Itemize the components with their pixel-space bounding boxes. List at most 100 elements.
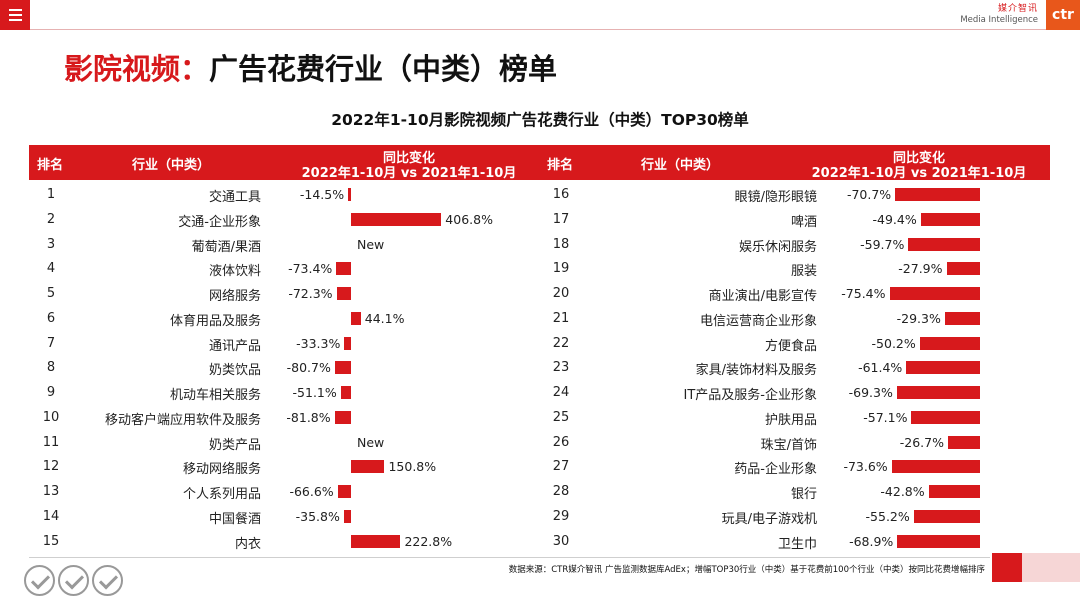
change-bar xyxy=(336,287,351,300)
change-bar xyxy=(947,435,980,449)
table-row: 27 药品-企业形象 -73.6% xyxy=(539,454,1050,479)
header-industry-left: 行业（中类） xyxy=(132,158,211,173)
rank-cell: 5 xyxy=(46,286,56,301)
industry-cell: 方便食品 xyxy=(764,338,817,354)
rank-cell: 15 xyxy=(42,533,60,549)
table-row: 22 方便食品 -50.2% xyxy=(539,331,1050,356)
table-row: 30 卫生巾 -68.9% xyxy=(539,529,1050,554)
table-row: 25 护肤用品 -57.1% xyxy=(539,405,1050,430)
table-row: 23 家具/装饰材料及服务 -61.4% xyxy=(539,355,1050,380)
industry-cell: IT产品及服务-企业形象 xyxy=(683,388,817,403)
change-bar xyxy=(913,509,980,523)
industry-cell: 内衣 xyxy=(234,536,261,552)
industry-cell: 药品-企业形象 xyxy=(734,462,817,478)
change-value: -26.7% xyxy=(899,434,944,450)
change-value: -75.4% xyxy=(841,286,886,301)
industry-cell: 珠宝/首饰 xyxy=(760,437,817,453)
top-divider xyxy=(30,29,1080,30)
industry-cell: 家具/装饰材料及服务 xyxy=(695,363,817,379)
table-row: 16 眼镜/隐形眼镜 -70.7% xyxy=(539,182,1050,207)
change-bar xyxy=(896,386,980,399)
rank-cell: 18 xyxy=(552,236,570,252)
change-value: 406.8% xyxy=(445,211,493,227)
change-bar xyxy=(908,237,980,251)
header-industry-right: 行业（中类） xyxy=(641,158,720,173)
page-title-main: 广告花费行业（中类）榜单 xyxy=(209,52,558,86)
rank-cell: 25 xyxy=(552,409,570,425)
industry-cell: 网络服务 xyxy=(208,289,261,304)
table-title: 2022年1-10月影院视频广告花费行业（中类）TOP30榜单 xyxy=(331,111,749,129)
change-value: -55.2% xyxy=(865,508,910,524)
change-value: -66.6% xyxy=(289,484,334,499)
menu-icon-line xyxy=(8,19,22,21)
industry-cell: 交通-企业形象 xyxy=(178,214,261,230)
change-bar xyxy=(944,311,980,325)
change-bar xyxy=(351,311,361,325)
change-bar xyxy=(351,534,401,548)
table-row: 24 IT产品及服务-企业形象 -69.3% xyxy=(539,380,1050,405)
certification-seals xyxy=(24,565,123,596)
header-change-right-1: 同比变化 xyxy=(892,151,945,166)
menu-icon-line xyxy=(8,14,22,16)
change-bar xyxy=(920,212,980,226)
change-value: -33.3% xyxy=(296,335,341,351)
industry-cell: 玩具/电子游戏机 xyxy=(721,511,817,527)
rank-cell: 19 xyxy=(552,261,570,277)
change-value: -70.7% xyxy=(846,187,892,202)
industry-cell: 卫生巾 xyxy=(777,536,817,552)
brand-cn: 媒介智讯 xyxy=(997,4,1038,14)
table-row: 17 啤酒 -49.4% xyxy=(539,207,1050,232)
table-row: 4 液体饮料 -73.4% xyxy=(29,256,519,281)
industry-cell: 葡萄酒/果酒 xyxy=(191,239,261,255)
table-row: 14 中国餐酒 -35.8% xyxy=(29,504,519,529)
table-row: 26 珠宝/首饰 -26.7% xyxy=(539,430,1050,455)
table-row: 18 娱乐休闲服务 -59.7% xyxy=(539,232,1050,257)
menu-button[interactable] xyxy=(0,0,30,30)
change-value: -73.6% xyxy=(843,459,888,475)
rank-cell: 24 xyxy=(552,385,570,400)
header-change-left-2: 2022年1-10月 vs 2021年1-10月 xyxy=(301,166,517,181)
rank-cell: 11 xyxy=(42,434,60,450)
industry-cell: 交通工具 xyxy=(208,190,261,205)
change-value: New xyxy=(357,236,385,252)
table-row: 20 商业演出/电影宣传 -75.4% xyxy=(539,281,1050,306)
change-value: New xyxy=(357,434,385,450)
rank-cell: 27 xyxy=(552,459,570,475)
industry-cell: 服装 xyxy=(790,264,817,280)
brand: 媒介智讯 Media Intelligence ctr xyxy=(960,0,1080,30)
change-value: -61.4% xyxy=(858,360,903,376)
rank-cell: 7 xyxy=(46,335,56,351)
table-header: 排名 行业（中类） 同比变化 2022年1-10月 vs 2021年1-10月 … xyxy=(29,145,1050,181)
rank-cell: 21 xyxy=(552,310,570,326)
change-bar xyxy=(889,287,980,300)
change-value: -69.3% xyxy=(848,385,893,400)
menu-icon-line xyxy=(8,9,22,11)
rank-cell: 28 xyxy=(552,484,570,499)
rank-cell: 13 xyxy=(42,484,60,499)
industry-cell: 个人系列用品 xyxy=(182,487,261,502)
change-bar xyxy=(351,460,385,474)
change-value: -14.5% xyxy=(299,187,345,202)
rank-cell: 29 xyxy=(552,508,570,524)
table-row: 9 机动车相关服务 -51.1% xyxy=(29,380,519,405)
industry-cell: 移动客户端应用软件及服务 xyxy=(104,412,261,428)
table-row: 29 玩具/电子游戏机 -55.2% xyxy=(539,504,1050,529)
change-bar xyxy=(351,212,442,226)
data-source: 数据来源：CTR媒介智讯 广告监测数据库AdEx；增幅TOP30行业（中类）基于… xyxy=(508,565,985,575)
rank-cell: 8 xyxy=(46,360,56,376)
rank-cell: 1 xyxy=(46,187,56,202)
footer-divider xyxy=(29,557,990,558)
header-change-right-2: 2022年1-10月 vs 2021年1-10月 xyxy=(811,166,1027,181)
rank-cell: 14 xyxy=(42,508,60,524)
footer-red-block xyxy=(992,553,1022,582)
rank-cell: 2 xyxy=(46,211,56,227)
change-value: -42.8% xyxy=(880,484,925,499)
industry-cell: 液体饮料 xyxy=(208,264,261,280)
change-bar xyxy=(343,509,351,523)
rank-cell: 10 xyxy=(42,409,60,425)
header-rank-right: 排名 xyxy=(547,158,574,173)
table-row: 15 内衣 222.8% xyxy=(29,529,519,554)
sgs-seal-icon xyxy=(92,565,123,596)
rank-cell: 4 xyxy=(46,261,56,277)
change-value: 44.1% xyxy=(364,310,405,326)
